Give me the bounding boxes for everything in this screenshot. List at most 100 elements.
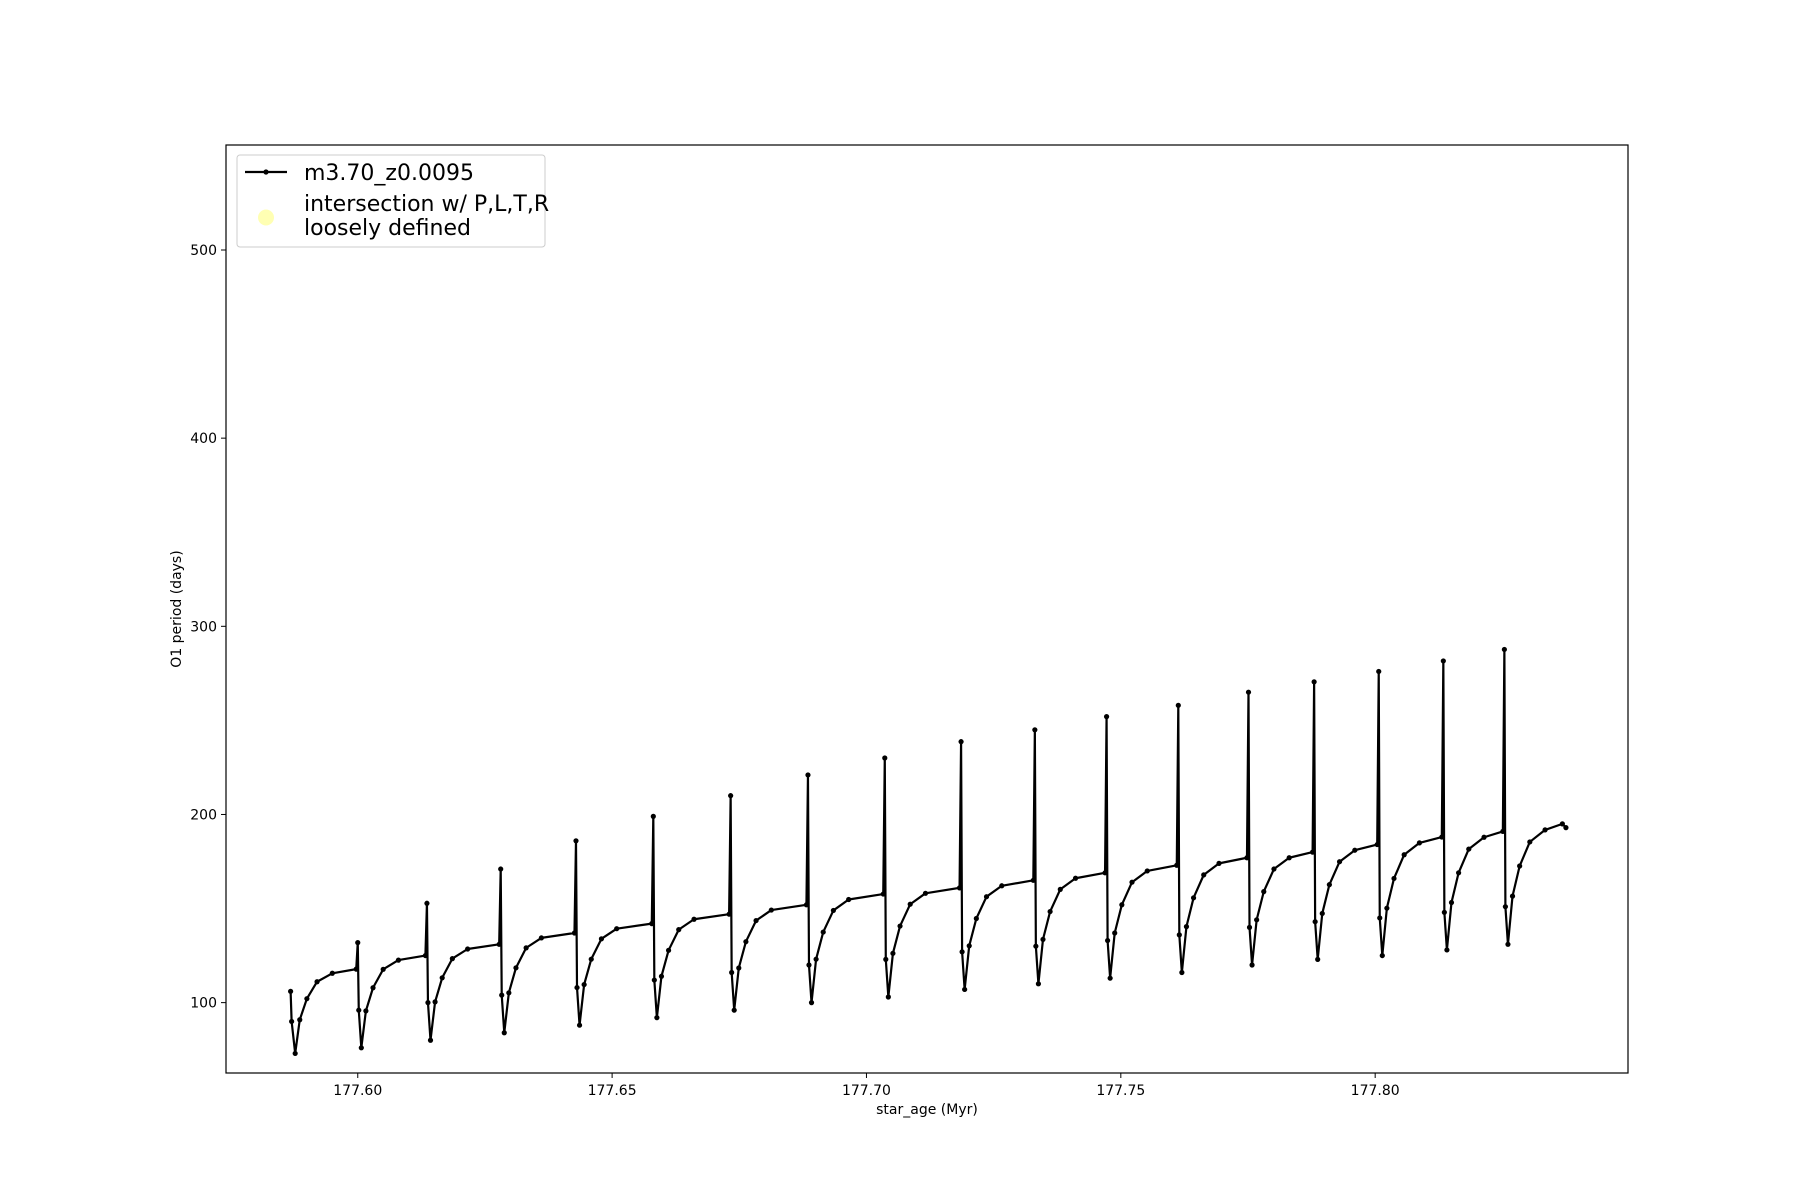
- data-point: [304, 996, 310, 1002]
- data-point: [1102, 870, 1108, 876]
- data-point: [808, 1000, 815, 1006]
- data-point: [1456, 870, 1462, 876]
- data-point: [288, 988, 294, 994]
- data-point: [999, 883, 1005, 889]
- data-point: [1444, 947, 1450, 953]
- data-point: [1481, 834, 1487, 840]
- data-point: [499, 992, 505, 998]
- data-point: [1129, 879, 1135, 885]
- data-point: [1312, 919, 1318, 925]
- y-tick-label: 300: [190, 619, 217, 635]
- x-tick-label: 177.70: [842, 1083, 891, 1099]
- data-point: [883, 956, 889, 962]
- data-point: [1249, 962, 1255, 968]
- data-point: [1179, 969, 1185, 976]
- x-tick-label: 177.75: [1096, 1083, 1145, 1099]
- data-point: [805, 772, 811, 778]
- data-point: [573, 838, 579, 844]
- data-point: [813, 956, 819, 962]
- data-point: [425, 1000, 431, 1006]
- data-point: [880, 891, 886, 897]
- data-point: [649, 921, 655, 927]
- data-point: [427, 1037, 434, 1043]
- y-tick-label: 500: [190, 243, 217, 259]
- legend-label: m3.70_z0.0095: [304, 161, 474, 186]
- data-point: [292, 1050, 298, 1057]
- data-point: [753, 917, 759, 924]
- data-point: [358, 1045, 364, 1051]
- data-point: [395, 957, 402, 963]
- data-point: [726, 911, 732, 917]
- data-point: [588, 956, 594, 962]
- data-point: [1103, 714, 1110, 720]
- data-point: [691, 916, 697, 922]
- x-tick-label: 177.65: [588, 1083, 637, 1099]
- data-point: [830, 907, 836, 914]
- data-point: [846, 896, 852, 903]
- data-point: [289, 1018, 295, 1025]
- data-point: [983, 894, 990, 900]
- series-line: [289, 648, 1567, 1055]
- y-axis-label: O1 period (days): [169, 550, 185, 667]
- data-point: [1072, 875, 1079, 881]
- data-point: [1057, 886, 1063, 892]
- data-point: [1032, 727, 1038, 733]
- data-point: [676, 927, 682, 933]
- data-point: [973, 915, 979, 922]
- data-point: [806, 962, 812, 968]
- data-point: [1509, 893, 1516, 899]
- data-point: [355, 940, 361, 946]
- data-point: [1466, 846, 1472, 852]
- data-point: [654, 1015, 660, 1021]
- data-point: [1401, 852, 1407, 858]
- data-point: [1104, 937, 1111, 944]
- data-point: [465, 946, 471, 952]
- data-point: [1440, 658, 1446, 664]
- data-point: [728, 793, 734, 799]
- data-point: [1441, 909, 1447, 915]
- data-point: [1286, 855, 1292, 861]
- data-point: [1047, 908, 1053, 915]
- data-point: [1439, 834, 1445, 840]
- data-point: [1201, 872, 1207, 878]
- data-point: [1246, 924, 1253, 930]
- data-point: [1183, 924, 1190, 930]
- data-point: [1144, 868, 1150, 874]
- y-tick-label: 400: [190, 431, 217, 447]
- data-point: [432, 999, 438, 1005]
- data-point: [962, 986, 968, 993]
- y-tick-label: 200: [190, 807, 217, 823]
- legend-label: intersection w/ P,L,T,R loosely defined: [304, 192, 549, 241]
- data-point: [380, 966, 386, 972]
- data-point: [571, 930, 578, 936]
- data-point: [1448, 899, 1455, 906]
- data-point: [1563, 825, 1569, 831]
- data-point: [1502, 904, 1509, 910]
- data-point: [496, 941, 502, 947]
- data-point: [658, 973, 665, 979]
- data-point: [297, 1017, 303, 1023]
- data-point: [922, 890, 929, 896]
- data-point: [501, 1030, 507, 1036]
- data-point: [314, 979, 320, 985]
- data-point: [820, 929, 826, 935]
- data-point: [650, 813, 656, 819]
- data-point: [1245, 689, 1252, 695]
- data-point: [1190, 895, 1197, 901]
- data-point: [1384, 905, 1390, 911]
- data-point: [1176, 932, 1182, 938]
- data-point: [729, 969, 735, 976]
- data-point: [743, 939, 749, 945]
- data-point: [959, 949, 965, 955]
- data-point: [1310, 849, 1316, 855]
- data-point: [538, 935, 544, 941]
- data-point: [1175, 702, 1181, 708]
- x-tick-label: 177.80: [1351, 1083, 1400, 1099]
- data-point: [1517, 863, 1523, 869]
- data-point: [1271, 866, 1277, 872]
- data-point: [1033, 943, 1039, 949]
- data-point: [498, 866, 504, 872]
- data-point: [1119, 902, 1125, 908]
